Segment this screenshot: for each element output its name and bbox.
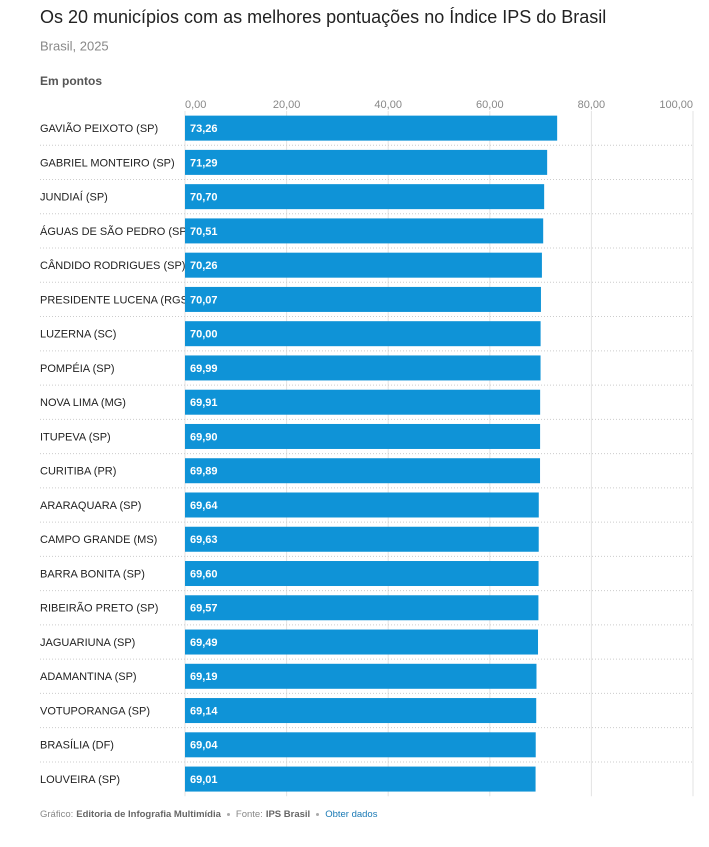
value-label: 73,26 (190, 123, 218, 135)
x-tick-label: 80,00 (578, 99, 606, 111)
bar (185, 389, 541, 415)
x-tick-label: 40,00 (374, 99, 402, 111)
category-label: GAVIÃO PEIXOTO (SP) (40, 122, 158, 135)
value-label: 69,14 (190, 705, 218, 717)
separator (316, 813, 320, 816)
value-label: 69,91 (190, 397, 218, 409)
source: IPS Brasil (265, 809, 311, 820)
category-label: POMPÉIA (SP) (40, 362, 115, 375)
bar (185, 321, 541, 347)
value-label: 69,49 (190, 637, 218, 649)
category-label: CÂNDIDO RODRIGUES (SP) (40, 259, 185, 272)
category-label: ARARAQUARA (SP) (40, 500, 141, 512)
bar (185, 286, 541, 312)
bar (185, 732, 536, 758)
category-label: ADAMANTINA (SP) (40, 671, 137, 683)
chart-subtitle: Brasil, 2025 (40, 38, 109, 53)
value-label: 70,26 (190, 260, 218, 272)
x-tick-label: 100,00 (659, 99, 693, 111)
value-label: 69,99 (190, 363, 218, 375)
bar (185, 184, 545, 210)
separator (226, 813, 230, 816)
bar (185, 698, 537, 724)
value-label: 70,07 (190, 294, 218, 306)
bar (185, 766, 536, 792)
bar (185, 595, 539, 621)
source-label: Fonte: (235, 809, 263, 820)
value-label: 69,60 (190, 568, 218, 580)
x-tick-label: 60,00 (476, 99, 504, 111)
value-label: 69,89 (190, 466, 218, 478)
value-label: 69,19 (190, 671, 218, 683)
bar (185, 115, 558, 141)
bar (185, 663, 537, 689)
x-tick-label: 20,00 (273, 99, 301, 111)
value-label: 69,01 (190, 774, 218, 786)
value-label: 70,70 (190, 192, 218, 204)
category-label: NOVA LIMA (MG) (40, 397, 126, 409)
chart: Os 20 municípios com as melhores pontuaç… (40, 7, 694, 797)
value-label: 70,51 (190, 226, 218, 238)
x-tick-label: 0,00 (185, 99, 206, 111)
category-label: BRASÍLIA (DF) (40, 739, 114, 752)
value-label: 69,90 (190, 431, 218, 443)
credit-label: Gráfico: (40, 809, 74, 820)
bar (185, 492, 539, 518)
category-label: CURITIBA (PR) (40, 466, 116, 478)
category-label: GABRIEL MONTEIRO (SP) (40, 157, 175, 169)
category-label: LUZERNA (SC) (40, 329, 116, 341)
category-label: VOTUPORANGA (SP) (40, 705, 150, 717)
footer: Gráfico: Editoria de Infografia Multimíd… (40, 809, 377, 820)
category-label: ÁGUAS DE SÃO PEDRO (SP) (40, 225, 190, 238)
bar (185, 218, 544, 244)
category-label: ITUPEVA (SP) (40, 431, 111, 443)
category-label: JUNDIAÍ (SP) (40, 191, 108, 204)
value-label: 69,63 (190, 534, 218, 546)
category-label: RIBEIRÃO PRETO (SP) (40, 602, 158, 615)
bar (185, 252, 542, 278)
category-label: LOUVEIRA (SP) (40, 774, 120, 786)
data-link[interactable]: Obter dados (325, 809, 378, 820)
category-label: PRESIDENTE LUCENA (RGS) (40, 294, 192, 306)
bar (185, 526, 539, 552)
bar (185, 423, 541, 449)
bar (185, 629, 539, 655)
bar (185, 355, 541, 381)
category-label: JAGUARIUNA (SP) (40, 637, 135, 649)
value-label: 69,57 (190, 603, 218, 615)
value-label: 69,64 (190, 500, 218, 512)
bar (185, 149, 548, 175)
value-label: 71,29 (190, 157, 218, 169)
credit: Editoria de Infografia Multimídia (76, 809, 221, 820)
bar (185, 561, 539, 587)
axis-label: Em pontos (40, 74, 102, 88)
category-label: BARRA BONITA (SP) (40, 568, 145, 580)
value-label: 69,04 (190, 740, 218, 752)
category-label: CAMPO GRANDE (MS) (40, 534, 157, 546)
chart-title: Os 20 municípios com as melhores pontuaç… (40, 7, 606, 27)
value-label: 70,00 (190, 329, 218, 341)
bar (185, 458, 541, 484)
